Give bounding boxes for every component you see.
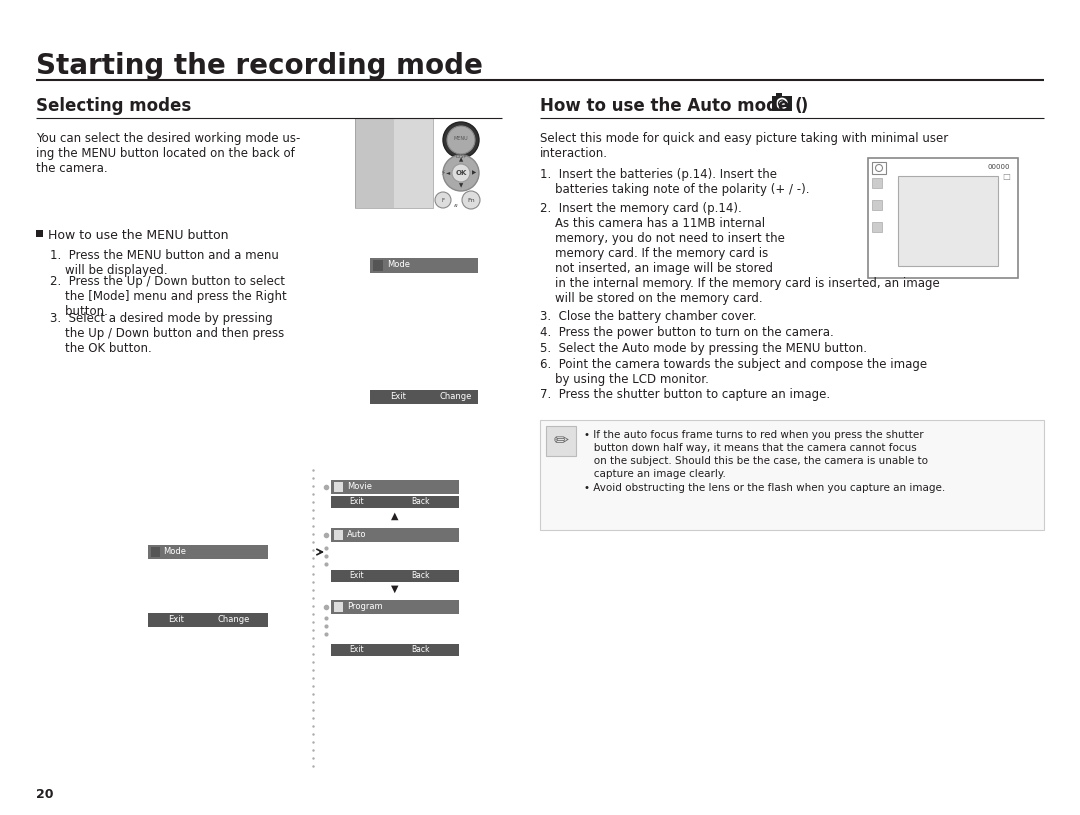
Text: Back: Back bbox=[411, 645, 430, 654]
Text: ◄: ◄ bbox=[446, 170, 450, 175]
Text: 4.  Press the power button to turn on the camera.: 4. Press the power button to turn on the… bbox=[540, 326, 834, 339]
Text: F: F bbox=[442, 197, 445, 202]
Circle shape bbox=[443, 155, 480, 191]
Text: 2.  Insert the memory card (p.14).
    As this camera has a 11MB internal
    me: 2. Insert the memory card (p.14). As thi… bbox=[540, 202, 940, 305]
Bar bbox=[330, 496, 459, 508]
Text: Exit: Exit bbox=[349, 497, 364, 506]
Circle shape bbox=[435, 192, 451, 208]
Text: • Avoid obstructing the lens or the flash when you capture an image.: • Avoid obstructing the lens or the flas… bbox=[584, 483, 945, 493]
Text: Back: Back bbox=[411, 497, 430, 506]
Bar bbox=[370, 390, 478, 404]
Text: 7.  Press the shutter button to capture an image.: 7. Press the shutter button to capture a… bbox=[540, 388, 831, 401]
Text: Fn: Fn bbox=[468, 197, 475, 202]
Text: capture an image clearly.: capture an image clearly. bbox=[584, 469, 726, 479]
Text: • If the auto focus frame turns to red when you press the shutter: • If the auto focus frame turns to red w… bbox=[584, 430, 923, 440]
Text: Starting the recording mode: Starting the recording mode bbox=[36, 52, 483, 80]
Text: Exit: Exit bbox=[390, 392, 406, 401]
Text: button down half way, it means that the camera cannot focus: button down half way, it means that the … bbox=[584, 443, 917, 453]
Text: Back: Back bbox=[411, 571, 430, 580]
Text: Change: Change bbox=[440, 392, 472, 401]
Bar bbox=[330, 644, 459, 656]
Bar bbox=[777, 93, 782, 96]
Bar bbox=[334, 602, 343, 612]
Bar bbox=[334, 482, 343, 492]
Bar bbox=[373, 260, 383, 271]
Text: 20: 20 bbox=[36, 788, 54, 801]
Text: How to use the MENU button: How to use the MENU button bbox=[48, 229, 229, 242]
Text: ▲: ▲ bbox=[391, 511, 399, 521]
Text: ▶: ▶ bbox=[472, 170, 476, 175]
Text: Selecting modes: Selecting modes bbox=[36, 97, 191, 115]
Text: ⚡: ⚡ bbox=[441, 170, 445, 176]
Text: DISP: DISP bbox=[456, 155, 467, 160]
Bar bbox=[872, 222, 882, 232]
Text: ▲: ▲ bbox=[459, 157, 463, 162]
Text: Auto: Auto bbox=[347, 530, 366, 539]
Bar bbox=[546, 426, 576, 456]
Bar bbox=[872, 200, 882, 210]
Bar bbox=[330, 480, 459, 494]
Bar bbox=[148, 545, 268, 559]
Circle shape bbox=[443, 122, 480, 158]
Bar bbox=[330, 600, 459, 614]
Text: Exit: Exit bbox=[168, 615, 184, 624]
Text: 3.  Select a desired mode by pressing
    the Up / Down button and then press
  : 3. Select a desired mode by pressing the… bbox=[50, 312, 284, 355]
Text: Select this mode for quick and easy picture taking with minimal user
interaction: Select this mode for quick and easy pict… bbox=[540, 132, 948, 160]
Bar bbox=[772, 96, 792, 111]
Text: 1.  Insert the batteries (p.14). Insert the
    batteries taking note of the pol: 1. Insert the batteries (p.14). Insert t… bbox=[540, 168, 810, 196]
Text: OK: OK bbox=[456, 170, 467, 176]
Text: ▼: ▼ bbox=[391, 584, 399, 594]
Circle shape bbox=[462, 191, 480, 209]
Bar bbox=[148, 613, 268, 627]
Text: Movie: Movie bbox=[347, 482, 372, 491]
Circle shape bbox=[453, 164, 470, 182]
Text: 3.  Close the battery chamber cover.: 3. Close the battery chamber cover. bbox=[540, 310, 756, 323]
Text: Program: Program bbox=[347, 602, 382, 611]
Text: Exit: Exit bbox=[349, 645, 364, 654]
Text: 00000: 00000 bbox=[987, 164, 1010, 170]
Bar bbox=[868, 158, 1018, 278]
Text: AF: AF bbox=[455, 204, 460, 208]
Text: □: □ bbox=[1002, 172, 1010, 181]
Text: Change: Change bbox=[218, 615, 251, 624]
Text: 6.  Point the camera towards the subject and compose the image
    by using the : 6. Point the camera towards the subject … bbox=[540, 358, 927, 386]
Text: Mode: Mode bbox=[387, 260, 410, 269]
Text: 5.  Select the Auto mode by pressing the MENU button.: 5. Select the Auto mode by pressing the … bbox=[540, 342, 867, 355]
Bar bbox=[897, 176, 998, 266]
Circle shape bbox=[447, 126, 475, 154]
Text: ): ) bbox=[795, 97, 808, 115]
Bar bbox=[355, 118, 394, 208]
Bar bbox=[872, 162, 886, 174]
Text: Mode: Mode bbox=[163, 547, 186, 556]
Bar bbox=[394, 118, 433, 208]
Text: ▼: ▼ bbox=[459, 183, 463, 188]
Text: Exit: Exit bbox=[349, 571, 364, 580]
Bar bbox=[330, 528, 459, 542]
Circle shape bbox=[780, 101, 784, 106]
Text: MENU: MENU bbox=[454, 135, 469, 140]
Bar bbox=[370, 258, 478, 273]
Bar bbox=[36, 230, 43, 237]
Bar bbox=[355, 118, 433, 208]
Bar bbox=[330, 570, 459, 582]
Bar bbox=[151, 547, 160, 557]
Text: How to use the Auto mode (: How to use the Auto mode ( bbox=[540, 97, 802, 115]
Bar bbox=[540, 420, 1044, 530]
Bar bbox=[872, 178, 882, 188]
Text: You can select the desired working mode us-
ing the MENU button located on the b: You can select the desired working mode … bbox=[36, 132, 300, 175]
Text: ✏: ✏ bbox=[553, 432, 568, 450]
Bar bbox=[334, 530, 343, 540]
Text: on the subject. Should this be the case, the camera is unable to: on the subject. Should this be the case,… bbox=[584, 456, 928, 466]
Text: 2.  Press the Up / Down button to select
    the [Mode] menu and press the Right: 2. Press the Up / Down button to select … bbox=[50, 275, 287, 318]
Text: 1.  Press the MENU button and a menu
    will be displayed.: 1. Press the MENU button and a menu will… bbox=[50, 249, 279, 277]
